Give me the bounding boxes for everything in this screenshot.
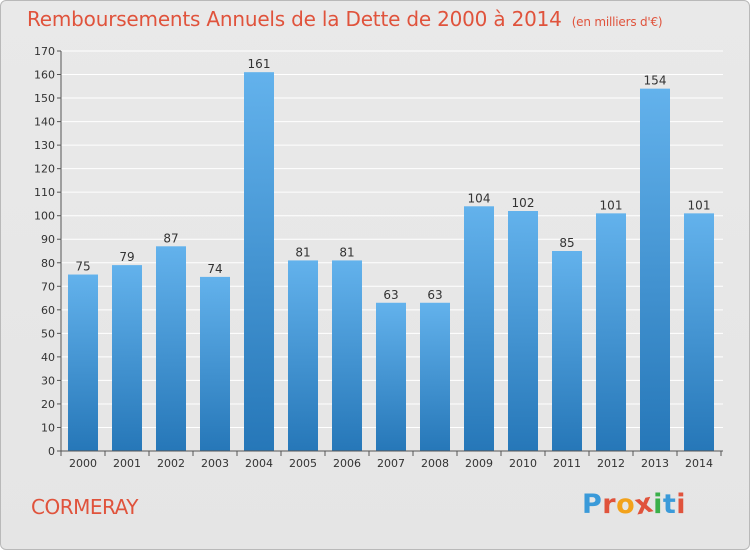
x-tick-label: 2014 bbox=[685, 457, 713, 470]
bar bbox=[200, 276, 230, 451]
bar bbox=[332, 260, 362, 451]
x-tick-label: 2005 bbox=[289, 457, 317, 470]
logo-letter: P bbox=[582, 489, 603, 520]
y-tick-label: 100 bbox=[34, 210, 55, 223]
data-label: 81 bbox=[339, 245, 354, 259]
bar bbox=[508, 211, 538, 451]
y-tick-label: 40 bbox=[41, 351, 55, 364]
y-tick-label: 20 bbox=[41, 398, 55, 411]
chart-title-text: Remboursements Annuels de la Dette de 20… bbox=[27, 7, 562, 31]
x-tick-label: 2003 bbox=[201, 457, 229, 470]
x-tick-label: 2004 bbox=[245, 457, 273, 470]
y-tick-label: 60 bbox=[41, 304, 55, 317]
x-tick-label: 2001 bbox=[113, 457, 141, 470]
proxiti-logo[interactable]: Proxiti bbox=[582, 487, 687, 521]
y-tick-label: 140 bbox=[34, 116, 55, 129]
x-tick-label: 2009 bbox=[465, 457, 493, 470]
bar bbox=[596, 213, 626, 451]
bar bbox=[376, 302, 406, 451]
bar bbox=[288, 260, 318, 451]
y-tick-label: 170 bbox=[34, 45, 55, 58]
data-label: 63 bbox=[427, 288, 442, 302]
data-label: 104 bbox=[468, 191, 491, 205]
bar bbox=[420, 302, 450, 451]
y-tick-label: 90 bbox=[41, 233, 55, 246]
bar bbox=[244, 72, 274, 452]
data-label: 101 bbox=[600, 198, 623, 212]
bar bbox=[552, 251, 582, 451]
bar bbox=[112, 265, 142, 451]
y-tick-label: 160 bbox=[34, 69, 55, 82]
y-tick-label: 10 bbox=[41, 421, 55, 434]
bar bbox=[684, 213, 714, 451]
x-tick-label: 2011 bbox=[553, 457, 581, 470]
x-tick-label: 2000 bbox=[69, 457, 97, 470]
logo-letter: t bbox=[662, 489, 677, 520]
commune-name: CORMERAY bbox=[31, 495, 138, 519]
y-tick-label: 110 bbox=[34, 186, 55, 199]
data-label: 102 bbox=[512, 196, 535, 210]
x-tick-label: 2010 bbox=[509, 457, 537, 470]
data-label: 75 bbox=[75, 260, 90, 274]
logo-letter: r bbox=[602, 489, 617, 520]
data-label: 74 bbox=[207, 262, 222, 276]
data-label: 79 bbox=[119, 250, 134, 264]
x-tick-label: 2006 bbox=[333, 457, 361, 470]
bar bbox=[68, 274, 98, 451]
y-tick-label: 120 bbox=[34, 163, 55, 176]
y-tick-label: 0 bbox=[48, 445, 55, 458]
x-tick-label: 2007 bbox=[377, 457, 405, 470]
data-label: 81 bbox=[295, 245, 310, 259]
bar bbox=[640, 88, 670, 451]
data-label: 161 bbox=[248, 57, 271, 71]
y-tick-label: 50 bbox=[41, 327, 55, 340]
data-label: 85 bbox=[559, 236, 574, 250]
y-tick-label: 70 bbox=[41, 280, 55, 293]
chart-title: Remboursements Annuels de la Dette de 20… bbox=[27, 7, 663, 31]
data-label: 63 bbox=[383, 288, 398, 302]
chart-unit: (en milliers d'€) bbox=[571, 15, 663, 29]
logo-letter: i bbox=[653, 489, 663, 520]
x-tick-label: 2013 bbox=[641, 457, 669, 470]
x-tick-label: 2012 bbox=[597, 457, 625, 470]
y-tick-label: 80 bbox=[41, 257, 55, 270]
bar bbox=[464, 206, 494, 451]
bar bbox=[156, 246, 186, 451]
y-tick-label: 150 bbox=[34, 92, 55, 105]
logo-letter: i bbox=[676, 489, 687, 520]
data-label: 154 bbox=[644, 74, 667, 88]
y-tick-label: 30 bbox=[41, 374, 55, 387]
data-label: 87 bbox=[163, 231, 178, 245]
x-tick-label: 2008 bbox=[421, 457, 449, 470]
y-tick-label: 130 bbox=[34, 139, 55, 152]
data-label: 101 bbox=[688, 198, 711, 212]
logo-letter: o bbox=[616, 489, 636, 520]
x-tick-label: 2002 bbox=[157, 457, 185, 470]
